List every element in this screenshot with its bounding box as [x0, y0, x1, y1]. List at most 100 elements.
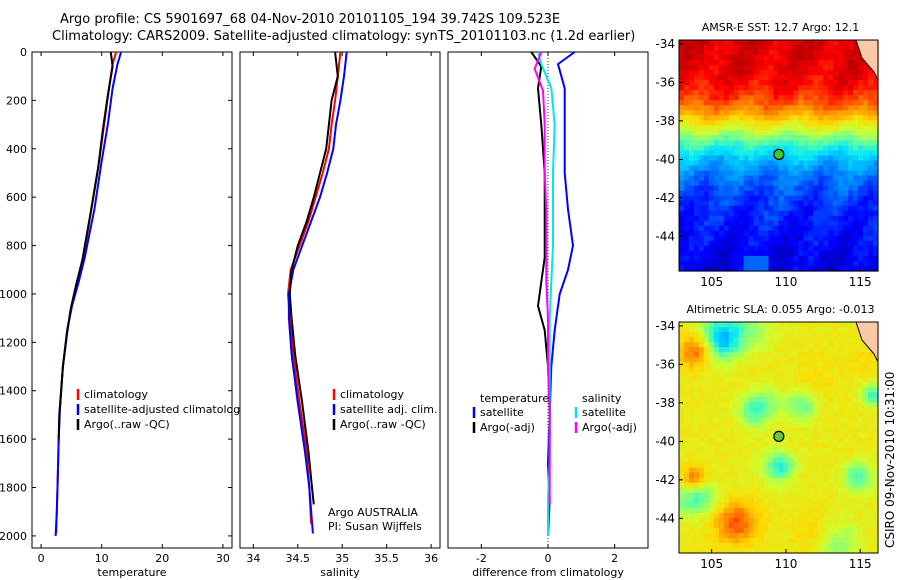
map-cell — [723, 75, 730, 81]
map-cell — [803, 155, 809, 162]
map-cell — [818, 170, 824, 177]
map-cell — [753, 492, 760, 499]
map-cell — [848, 422, 854, 429]
map-cell — [728, 327, 735, 333]
map-cell — [778, 377, 785, 383]
map-cell — [838, 50, 844, 56]
map-cell — [753, 342, 760, 348]
map-cell — [808, 145, 814, 152]
map-cell — [733, 507, 740, 514]
map-cell — [728, 120, 735, 126]
map-cell — [738, 40, 745, 46]
map-cell — [768, 95, 775, 101]
map-cell — [679, 260, 685, 267]
map-cell — [808, 50, 814, 56]
map-cell — [868, 95, 874, 101]
map-cell — [768, 547, 775, 554]
map-cell — [748, 130, 755, 137]
map-cell — [728, 397, 735, 403]
map-cell — [803, 205, 809, 212]
map-cell — [848, 65, 854, 71]
map-cell — [728, 542, 735, 549]
map-cell — [679, 417, 685, 424]
map-cell — [683, 517, 690, 524]
map-cell — [738, 95, 745, 101]
map-cell — [698, 442, 705, 449]
map-cell — [758, 427, 765, 434]
map-cell — [758, 205, 765, 212]
map-cell — [738, 532, 745, 539]
map-cell — [718, 532, 725, 539]
map-cell — [688, 457, 695, 464]
map-cell — [763, 215, 770, 222]
map-cell — [853, 245, 859, 252]
map-cell — [818, 412, 824, 419]
map-cell — [703, 230, 710, 237]
map-cell — [723, 397, 730, 403]
map-cell — [683, 482, 690, 489]
map-cell — [813, 190, 819, 197]
map-cell — [853, 382, 859, 388]
map-cell — [738, 417, 745, 424]
map-cell — [713, 50, 720, 56]
map-cell — [683, 457, 690, 464]
map-cell — [773, 215, 780, 222]
map-cell — [713, 170, 720, 177]
map-cell — [858, 392, 864, 398]
map-cell — [798, 412, 804, 419]
map-cell — [728, 65, 735, 71]
map-cell — [863, 422, 869, 429]
map-cell — [679, 155, 685, 162]
map-cell — [813, 387, 819, 393]
map-cell — [753, 200, 760, 207]
map-cell — [798, 497, 804, 504]
map-cell — [823, 235, 829, 242]
map-cell — [703, 130, 710, 137]
map-cell — [768, 327, 775, 333]
map-cell — [758, 240, 765, 247]
map-cell — [778, 55, 785, 61]
map-cell — [778, 215, 785, 222]
map-cell — [848, 200, 854, 207]
map-cell — [838, 507, 844, 514]
map-cell — [868, 225, 874, 232]
map-cell — [783, 327, 790, 333]
map-cell — [758, 80, 765, 86]
map-cell — [728, 502, 735, 509]
map-cell — [753, 255, 760, 262]
map-cell — [748, 512, 755, 519]
map-cell — [683, 327, 690, 333]
map-cell — [788, 180, 795, 187]
map-cell — [753, 487, 760, 494]
map-cell — [748, 547, 755, 554]
map-cell — [788, 115, 795, 121]
map-cell — [698, 85, 705, 91]
map-cell — [868, 210, 874, 217]
map-cell — [848, 240, 854, 247]
map-cell — [763, 352, 770, 358]
map-cell — [848, 70, 854, 76]
map-cell — [838, 322, 844, 328]
map-cell — [683, 130, 690, 137]
map-cell — [873, 427, 879, 434]
map-cell — [748, 245, 755, 252]
map-cell — [778, 507, 785, 514]
map-cell — [793, 502, 799, 509]
map-cell — [808, 527, 814, 534]
map-cell — [868, 90, 874, 96]
map-cell — [728, 235, 735, 242]
map-cell — [788, 255, 795, 262]
map-cell — [748, 377, 755, 383]
map-cell — [818, 115, 824, 121]
map-cell — [788, 447, 795, 454]
map-cell — [708, 482, 715, 489]
map-cell — [773, 472, 780, 479]
map-cell — [713, 347, 720, 353]
map-cell — [803, 255, 809, 262]
map-cell — [763, 527, 770, 534]
map-cell — [738, 115, 745, 121]
map-cell — [828, 180, 834, 187]
map-cell — [679, 482, 685, 489]
map-cell — [783, 235, 790, 242]
map-cell — [833, 332, 839, 338]
